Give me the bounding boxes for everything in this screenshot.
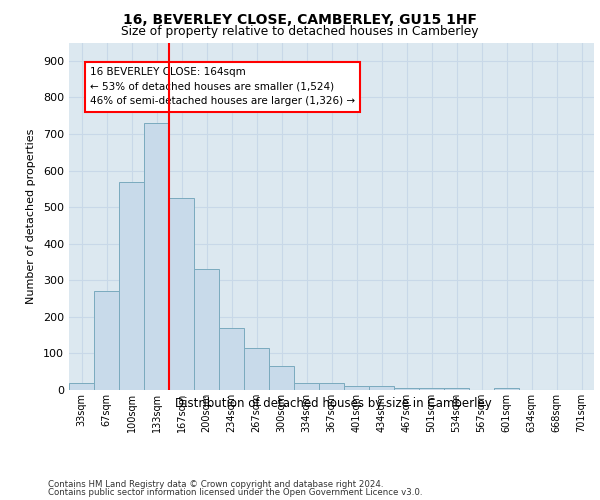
- Text: 16, BEVERLEY CLOSE, CAMBERLEY, GU15 1HF: 16, BEVERLEY CLOSE, CAMBERLEY, GU15 1HF: [123, 12, 477, 26]
- Bar: [244, 348, 269, 390]
- Bar: [69, 382, 94, 390]
- Bar: [119, 182, 144, 390]
- Bar: [194, 270, 219, 390]
- Text: 16 BEVERLEY CLOSE: 164sqm
← 53% of detached houses are smaller (1,524)
46% of se: 16 BEVERLEY CLOSE: 164sqm ← 53% of detac…: [90, 67, 355, 106]
- Bar: [169, 198, 194, 390]
- Text: Distribution of detached houses by size in Camberley: Distribution of detached houses by size …: [175, 398, 491, 410]
- Y-axis label: Number of detached properties: Number of detached properties: [26, 128, 36, 304]
- Bar: [369, 386, 394, 390]
- Bar: [219, 328, 244, 390]
- Text: Contains public sector information licensed under the Open Government Licence v3: Contains public sector information licen…: [48, 488, 422, 497]
- Bar: [144, 123, 169, 390]
- Bar: [94, 291, 119, 390]
- Bar: [494, 388, 519, 390]
- Bar: [444, 388, 469, 390]
- Bar: [294, 384, 319, 390]
- Text: Size of property relative to detached houses in Camberley: Size of property relative to detached ho…: [121, 25, 479, 38]
- Bar: [394, 388, 419, 390]
- Text: Contains HM Land Registry data © Crown copyright and database right 2024.: Contains HM Land Registry data © Crown c…: [48, 480, 383, 489]
- Bar: [419, 388, 444, 390]
- Bar: [269, 366, 294, 390]
- Bar: [344, 386, 369, 390]
- Bar: [319, 384, 344, 390]
